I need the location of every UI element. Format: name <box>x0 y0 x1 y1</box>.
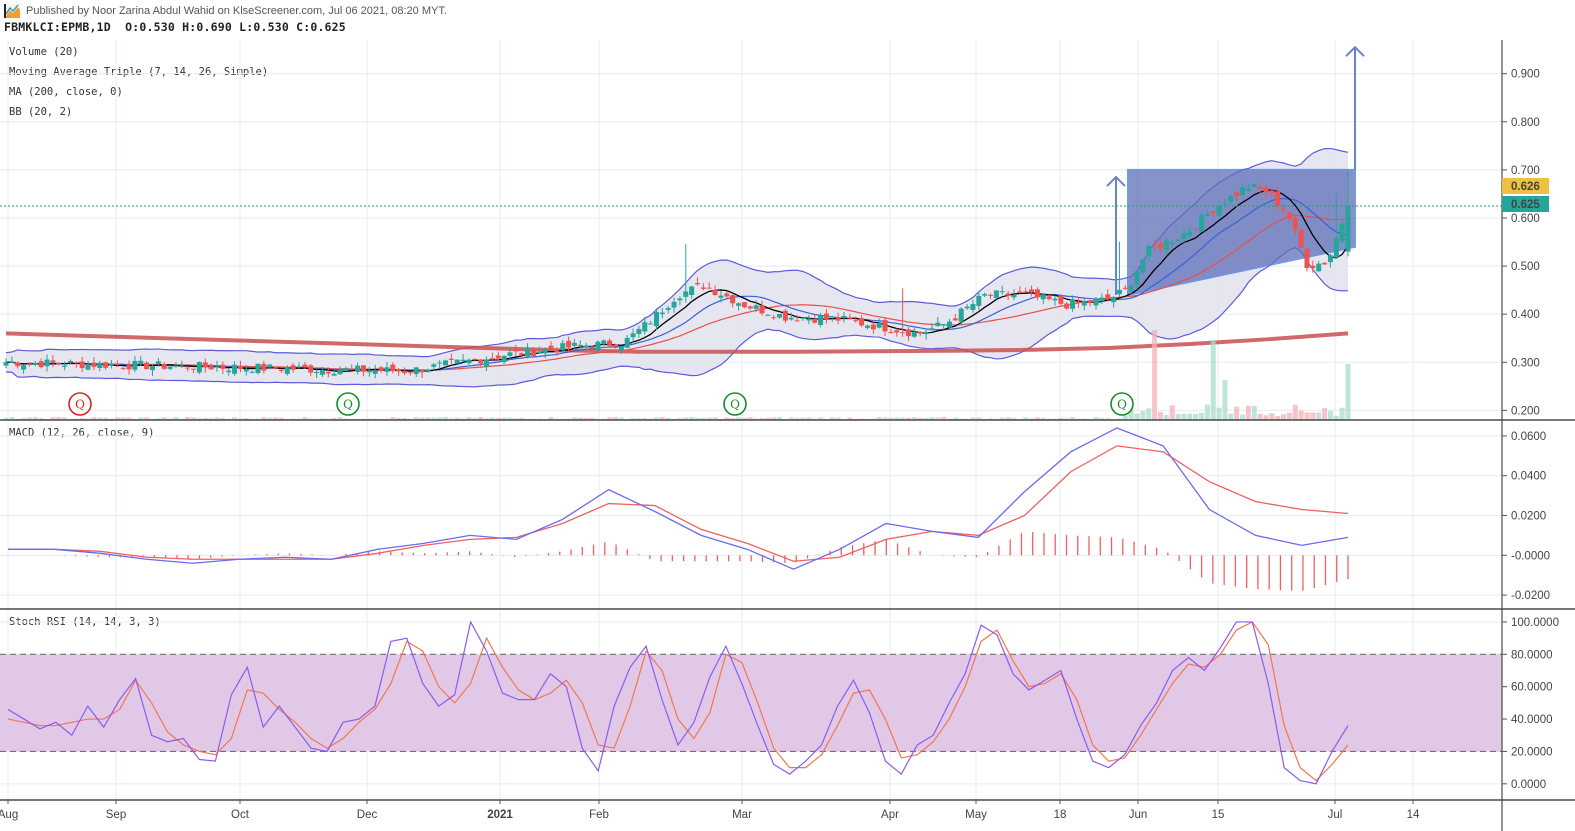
earnings-q-marker-icon[interactable]: Q <box>1110 392 1134 416</box>
ma14-line <box>5 197 1349 372</box>
svg-text:0.626: 0.626 <box>1511 181 1540 193</box>
y-axis-label: 0.300 <box>1511 357 1540 369</box>
legend-ma200[interactable]: MA (200, close, 0) <box>9 86 123 98</box>
symbol-ohlc: FBMKLCI:EPMB,1D O:0.530 H:0.690 L:0.530 … <box>4 20 346 34</box>
svg-text:Q: Q <box>343 398 353 412</box>
y-axis-label: 0.0400 <box>1511 471 1546 483</box>
y-axis-label: 60.0000 <box>1511 682 1553 694</box>
x-axis-label: Aug <box>0 809 18 821</box>
y-axis-label: 0.700 <box>1511 165 1540 177</box>
x-axis-label: Feb <box>589 809 609 821</box>
x-axis-label: 18 <box>1054 809 1067 821</box>
ma7-line <box>5 189 1349 373</box>
stoch-pane[interactable] <box>7 620 1349 785</box>
x-axis-label: 15 <box>1212 809 1225 821</box>
bb-lower-line <box>5 246 1349 388</box>
y-axis-label: 0.200 <box>1511 405 1540 417</box>
bb-upper-line <box>5 147 1349 358</box>
publisher-line: Published by Noor Zarina Abdul Wahid on … <box>4 3 447 19</box>
macd-pane[interactable] <box>8 427 1349 591</box>
y-axis-label: 0.800 <box>1511 117 1540 129</box>
y-axis-label: 0.900 <box>1511 69 1540 81</box>
price-axis[interactable]: 0.900 0.800 0.700 0.600 0.500 0.400 0.300 0.200… <box>1502 69 1559 791</box>
y-axis-label: 20.0000 <box>1511 746 1553 758</box>
earnings-q-marker-icon[interactable]: Q <box>336 392 360 416</box>
x-axis-label: Oct <box>231 809 250 821</box>
macd-line <box>8 427 1349 570</box>
ma200-line <box>5 331 1349 354</box>
x-axis-label: May <box>965 809 987 821</box>
y-axis-label: 0.0600 <box>1511 431 1546 443</box>
y-axis-label: 0.500 <box>1511 261 1540 273</box>
chart-header: Published by Noor Zarina Abdul Wahid on … <box>0 0 1575 40</box>
legend-volume[interactable]: Volume (20) <box>9 46 79 58</box>
y-axis-label: 40.0000 <box>1511 714 1553 726</box>
y-axis-label: -0.0000 <box>1511 550 1550 562</box>
svg-text:Q: Q <box>75 398 85 412</box>
x-axis-label: Dec <box>357 809 378 821</box>
stoch-band <box>0 653 1502 753</box>
time-axis[interactable]: Aug Sep Oct Dec 2021 Feb Mar Apr May 18 Jun 15 Jul 14 <box>0 800 1420 821</box>
svg-text:0.625: 0.625 <box>1511 199 1540 211</box>
published-text: Published by Noor Zarina Abdul Wahid on … <box>26 5 447 17</box>
y-axis-label: 100.0000 <box>1511 617 1559 629</box>
x-axis-label: 2021 <box>487 809 513 821</box>
legend-bb[interactable]: BB (20, 2) <box>9 106 73 118</box>
x-axis-label: Jul <box>1328 809 1343 821</box>
x-axis-label: Jun <box>1129 809 1148 821</box>
x-axis-label: Apr <box>881 809 899 821</box>
bollinger-band-fill <box>6 148 1348 387</box>
earnings-q-marker-icon[interactable]: Q <box>723 392 747 416</box>
x-axis-label: 14 <box>1407 809 1420 821</box>
arrow-up-icon <box>1345 45 1365 170</box>
x-axis-label: Mar <box>732 809 752 821</box>
earnings-q-marker-icon[interactable]: Q <box>68 392 92 416</box>
y-axis-label: 0.0000 <box>1511 779 1546 791</box>
klsescreener-logo-icon <box>4 4 20 18</box>
y-axis-label: 80.0000 <box>1511 649 1553 661</box>
x-axis-label: Sep <box>106 809 126 821</box>
stoch-k-line <box>7 620 1349 785</box>
stoch-overbought-oversold-band <box>0 654 1502 752</box>
stoch-d-line <box>7 621 1349 782</box>
prev-close-badge: 0.626 <box>1502 178 1549 194</box>
y-axis-label: 0.600 <box>1511 213 1540 225</box>
last-price-badge: 0.625 <box>1502 196 1549 212</box>
y-axis-label: 0.400 <box>1511 309 1540 321</box>
legend-ma-triple[interactable]: Moving Average Triple (7, 14, 26, Simple… <box>9 66 269 78</box>
macd-signal-line <box>8 445 1349 562</box>
svg-text:Q: Q <box>1117 398 1127 412</box>
y-axis-label: 0.0200 <box>1511 510 1546 522</box>
y-axis-label: -0.0200 <box>1511 590 1550 602</box>
arrow-up-icon <box>1106 175 1126 295</box>
svg-text:Q: Q <box>730 398 740 412</box>
